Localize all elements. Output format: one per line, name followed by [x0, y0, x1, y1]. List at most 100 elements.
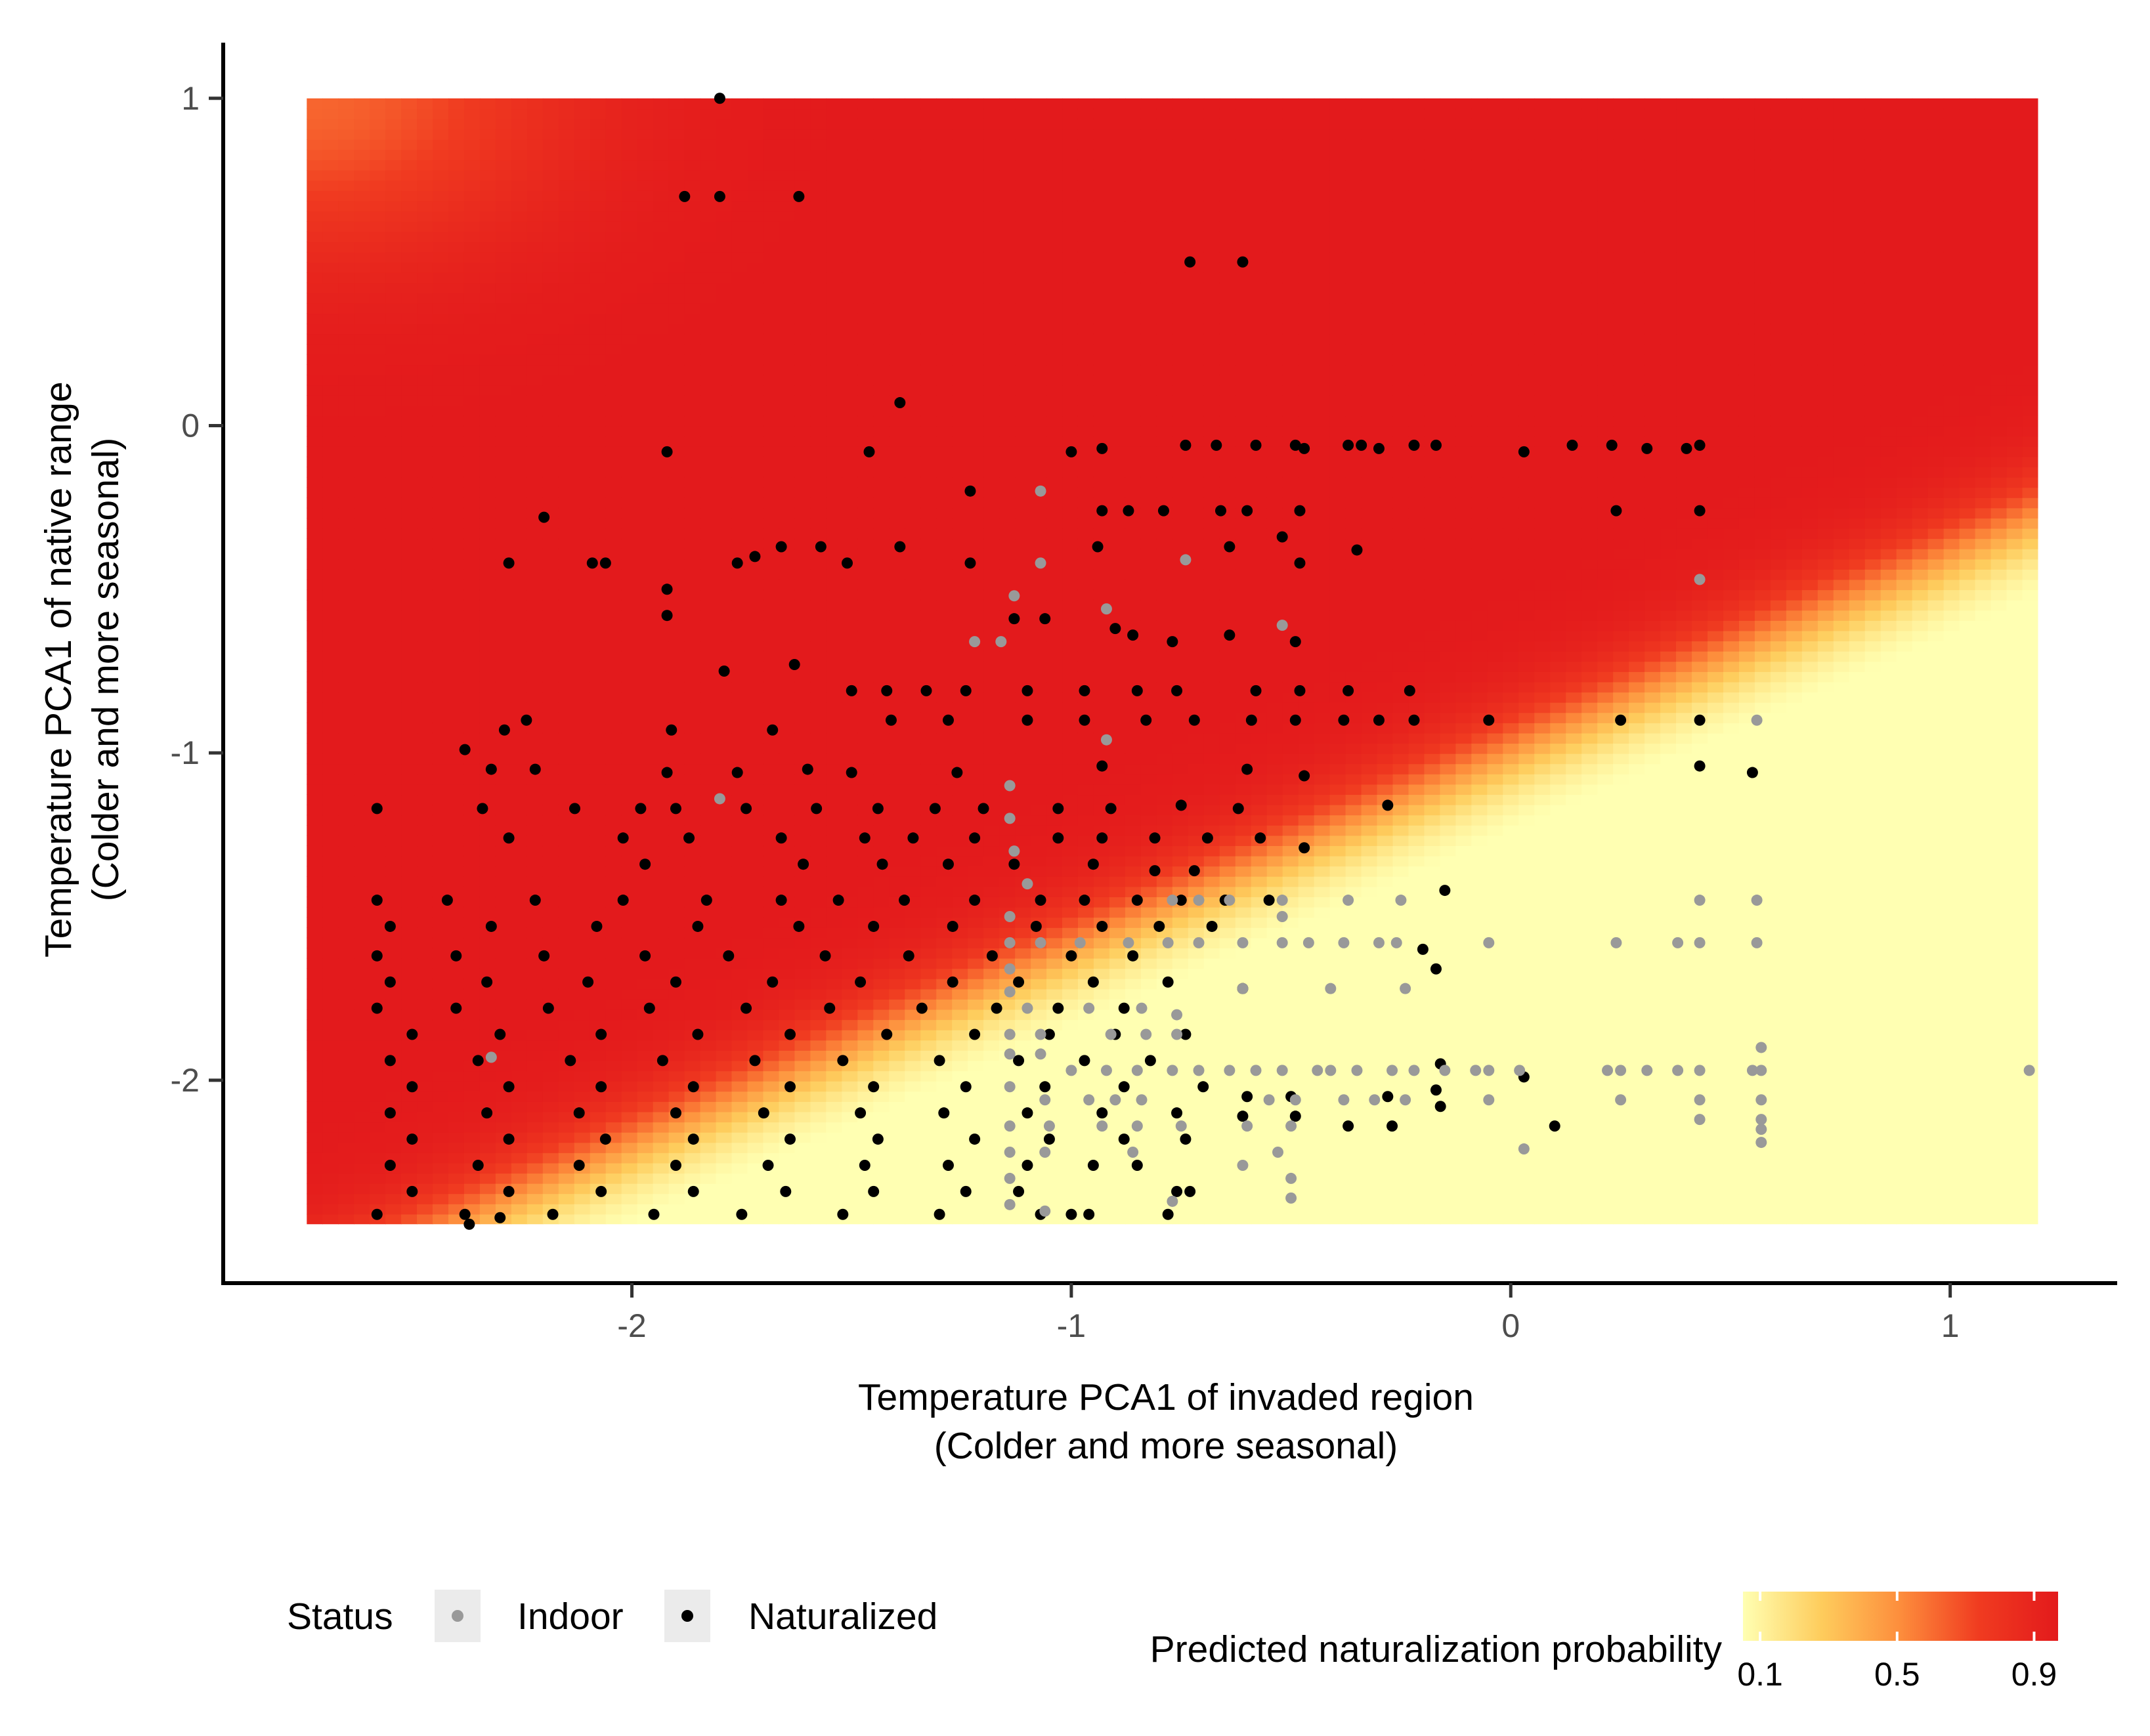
surface-cell — [857, 1040, 874, 1051]
surface-cell — [889, 692, 906, 703]
surface-cell — [810, 815, 827, 826]
surface-cell — [653, 569, 670, 580]
surface-cell — [983, 978, 1000, 990]
surface-cell — [826, 1070, 843, 1082]
surface-cell — [826, 548, 843, 560]
surface-cell — [322, 897, 339, 908]
surface-cell — [432, 988, 449, 1000]
surface-cell — [621, 415, 638, 427]
surface-cell — [889, 1214, 906, 1225]
surface-cell — [542, 1060, 559, 1072]
surface-cell — [621, 650, 638, 662]
surface-cell — [999, 436, 1016, 447]
surface-cell — [873, 886, 890, 897]
surface-cell — [731, 221, 748, 232]
surface-cell — [385, 1173, 402, 1184]
surface-cell — [637, 784, 654, 795]
surface-cell — [558, 1080, 575, 1092]
surface-cell — [527, 774, 544, 785]
surface-cell — [322, 242, 339, 253]
surface-cell — [920, 732, 937, 744]
surface-cell — [684, 385, 701, 396]
surface-cell — [558, 866, 575, 877]
surface-cell — [417, 242, 433, 253]
surface-cell — [889, 518, 906, 529]
surface-cell — [716, 354, 733, 366]
surface-cell — [605, 476, 622, 488]
surface-cell — [936, 425, 953, 437]
surface-cell — [590, 897, 607, 908]
surface-cell — [936, 732, 953, 744]
surface-cell — [370, 282, 386, 293]
surface-cell — [495, 507, 512, 519]
surface-cell — [401, 364, 418, 375]
surface-cell — [653, 139, 670, 150]
surface-cell — [873, 702, 890, 713]
surface-cell — [668, 385, 685, 396]
surface-cell — [653, 599, 670, 611]
surface-cell — [338, 1040, 355, 1051]
surface-cell — [889, 876, 906, 887]
surface-cell — [999, 723, 1016, 734]
surface-cell — [873, 487, 890, 498]
surface-cell — [968, 743, 984, 754]
surface-cell — [621, 927, 638, 939]
surface-cell — [621, 743, 638, 754]
surface-cell — [873, 794, 890, 805]
surface-cell — [448, 599, 465, 611]
surface-cell — [542, 313, 559, 324]
surface-cell — [952, 1019, 968, 1030]
surface-cell — [983, 906, 1000, 918]
surface-cell — [794, 1080, 811, 1092]
surface-cell — [794, 743, 811, 754]
surface-cell — [463, 467, 481, 478]
surface-cell — [542, 180, 559, 191]
surface-cell — [322, 569, 339, 580]
surface-cell — [401, 436, 418, 447]
surface-cell — [999, 425, 1016, 437]
surface-cell — [385, 825, 402, 836]
surface-cell — [668, 282, 685, 293]
surface-cell — [731, 456, 748, 467]
surface-cell — [936, 774, 953, 785]
surface-cell — [621, 211, 638, 222]
surface-cell — [558, 1070, 575, 1082]
surface-cell — [637, 1132, 654, 1143]
surface-cell — [511, 897, 528, 908]
surface-cell — [842, 251, 859, 263]
surface-cell — [621, 1029, 638, 1041]
surface-cell — [605, 1060, 622, 1072]
surface-cell — [716, 927, 733, 939]
surface-cell — [952, 1204, 968, 1215]
surface-cell — [779, 231, 796, 242]
surface-cell — [621, 467, 638, 478]
surface-cell — [417, 610, 433, 621]
surface-cell — [558, 313, 575, 324]
surface-cell — [448, 385, 465, 396]
surface-cell — [307, 743, 323, 754]
surface-cell — [794, 620, 811, 631]
surface-cell — [590, 650, 607, 662]
surface-cell — [542, 804, 559, 816]
surface-cell — [417, 702, 433, 713]
surface-cell — [826, 293, 843, 304]
surface-cell — [558, 221, 575, 232]
surface-cell — [448, 784, 465, 795]
surface-cell — [810, 825, 827, 836]
surface-cell — [842, 1173, 859, 1184]
surface-cell — [983, 825, 1000, 836]
surface-cell — [511, 364, 528, 375]
surface-cell — [463, 732, 481, 744]
surface-cell — [700, 262, 717, 273]
surface-cell — [968, 692, 984, 703]
surface-cell — [542, 712, 559, 723]
surface-cell — [385, 262, 402, 273]
surface-cell — [873, 815, 890, 826]
surface-cell — [889, 906, 906, 918]
surface-cell — [463, 528, 481, 540]
surface-cell — [952, 221, 968, 232]
surface-cell — [590, 641, 607, 652]
surface-cell — [479, 559, 496, 570]
surface-cell — [810, 221, 827, 232]
surface-cell — [463, 774, 481, 785]
